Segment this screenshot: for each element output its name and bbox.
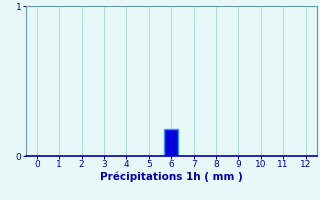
Bar — [164, 129, 178, 156]
X-axis label: Précipitations 1h ( mm ): Précipitations 1h ( mm ) — [100, 172, 243, 182]
